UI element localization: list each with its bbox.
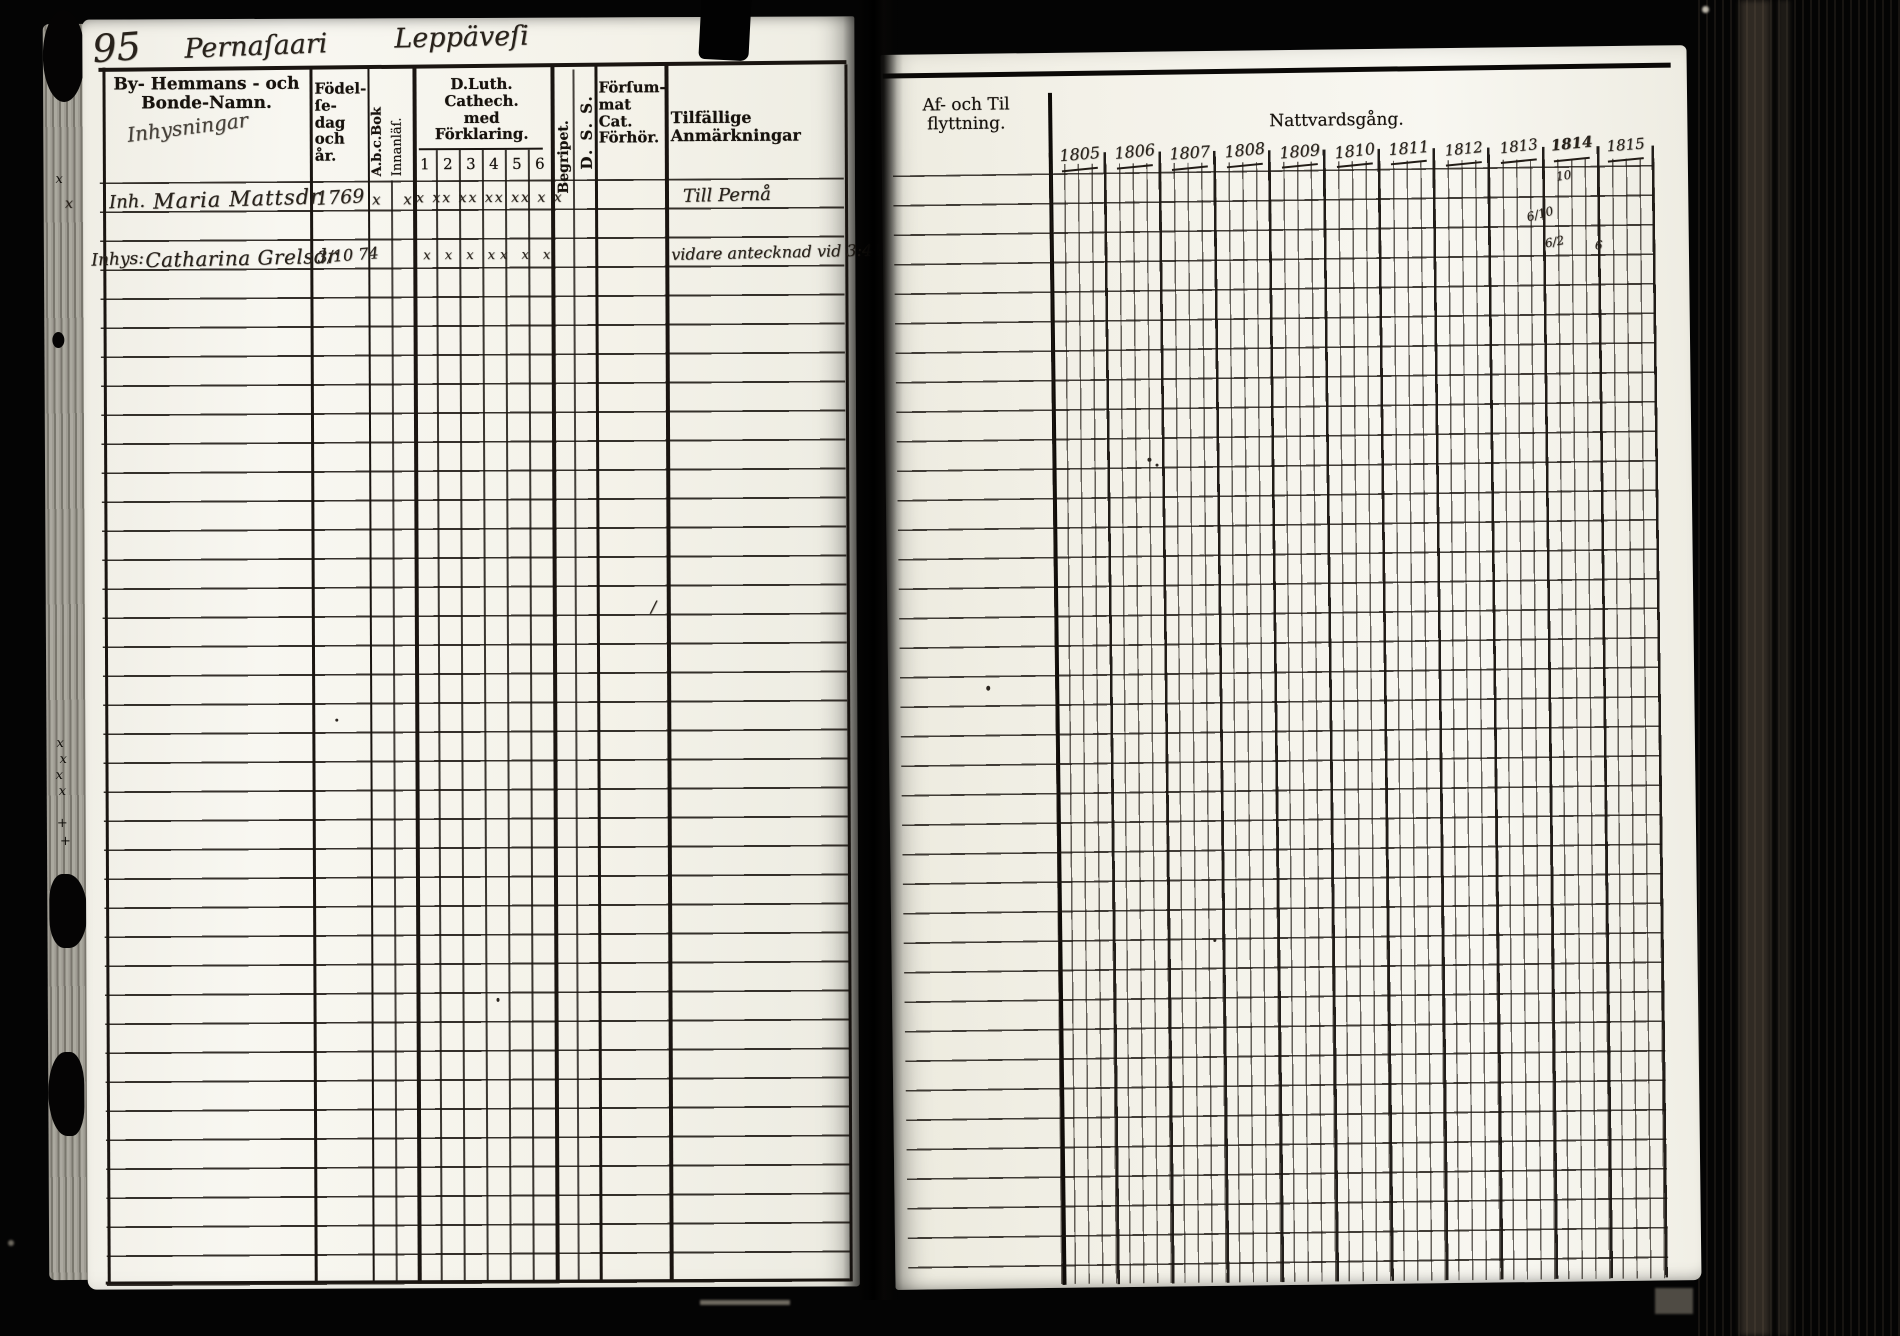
margin-mark: x [56, 736, 64, 752]
col-header-birth: Födel- ſe-dag och år. [314, 79, 367, 165]
names-header-scribble: Inhysningar [125, 107, 250, 147]
col-header-names-line1: By- Hemmans - och [113, 73, 300, 95]
margin-mark: x [59, 751, 67, 768]
col-header-flyttning-line2: flyttning. [927, 113, 1006, 135]
ink-speck [335, 718, 339, 722]
communion-mark: 10 [1555, 167, 1573, 184]
row-name: Catharina Grelsdr [145, 243, 338, 273]
margin-mark: x [58, 784, 67, 800]
margin-mark: + [59, 833, 71, 850]
col-header-abc-reading: Innanläſ. [389, 117, 405, 177]
col-header-catechism-line1: D.Luth. Cathech. [444, 74, 519, 110]
col-header-flyttning: Af- och Til flyttning. [907, 94, 1025, 135]
ink-speck [1213, 938, 1217, 942]
catechism-col-6: 6 [535, 154, 545, 173]
ink-speck [1147, 457, 1152, 462]
page-number: 95 [90, 23, 143, 72]
ink-blob [48, 1051, 85, 1137]
catechism-col-4: 4 [489, 154, 499, 173]
col-header-names-line2: Bonde-Namn. [141, 92, 272, 114]
village-heading-left: Pernaſaari [183, 28, 328, 65]
margin-mark: + [56, 815, 68, 832]
book-gutter-shadow [843, 0, 903, 1300]
book-edge-texture [1698, 0, 1900, 1336]
ink-stroke: / [650, 597, 657, 617]
col-header-birth-line1: Födel- [314, 79, 367, 98]
catechism-header-underline [418, 147, 543, 151]
nattvardsgang-title: Nattvardsgång. [1269, 109, 1404, 132]
scan-noise [700, 1300, 790, 1305]
scan-noise [1702, 6, 1709, 13]
scan-noise [8, 1240, 14, 1246]
col-header-forsummat-line3: Förhör. [598, 128, 660, 147]
col-header-flyttning-line1: Af- och Til [922, 94, 1010, 116]
col-header-forsummat: Förſum- mat Cat. Förhör. [598, 78, 666, 147]
col-header-catechism: D.Luth. Cathech. med Förklaring. [414, 74, 548, 144]
col-header-remarks: Tilfällige Anmärkningar [670, 107, 801, 146]
ink-speck [496, 997, 500, 1002]
row-abc-marks: x x [371, 190, 421, 209]
col-header-forsummat-line2: mat Cat. [598, 95, 633, 131]
book-gutter-top [698, 0, 752, 62]
row-remark: Till Pernå [682, 183, 772, 207]
col-header-birth-line3: och år. [314, 129, 345, 165]
village-heading-right: Leppäveſi [393, 20, 530, 55]
right-page: Af- och Til flyttning. Nattvardsgång. 18… [880, 45, 1702, 1290]
col-header-catechism-line2: med Förklaring. [434, 108, 529, 144]
left-page: 95 Pernaſaari Leppäveſi By- Hemmans - oc… [65, 16, 883, 1290]
catechism-col-1: 1 [420, 155, 430, 174]
catechism-col-5: 5 [512, 154, 522, 173]
page-top-rule [882, 62, 1671, 79]
row-name: Maria Mattsdr [152, 184, 322, 214]
thumb-shadow-blob [49, 873, 88, 949]
col-header-names: By- Hemmans - och Bonde-Namn. [110, 73, 302, 114]
catechism-col-2: 2 [443, 155, 453, 174]
scan-noise [1655, 1288, 1693, 1314]
margin-mark: x [55, 768, 64, 784]
ink-speck [986, 685, 991, 691]
margin-mark: x [55, 172, 63, 188]
col-header-birth-line2: ſe-dag [314, 96, 346, 132]
col-header-forsummat-line1: Förſum- [598, 78, 666, 97]
ruled-lines-horizontal [892, 164, 1669, 1288]
row-margin-mark: x [65, 195, 73, 212]
ink-speck [1155, 463, 1159, 467]
row-catechism-marks: x xx xx xx xx x x [415, 189, 564, 207]
catechism-col-3: 3 [466, 154, 476, 174]
book-edge-shadow-band [1778, 0, 1790, 1336]
ruled-lines-horizontal [99, 177, 851, 1287]
communion-mark: 6 [1594, 238, 1603, 253]
ink-blob [42, 9, 86, 103]
ink-speck [52, 332, 65, 349]
row-birth-year: 1769 [315, 185, 365, 210]
col-header-dss: D. S. S. [577, 94, 596, 170]
book-edge-highlight [1740, 0, 1770, 1336]
row-prefix: Inh. [108, 190, 146, 214]
col-header-abc-book: A.b.c.Bok [369, 107, 385, 177]
row-prefix: Inhys: [90, 248, 145, 271]
row-catechism-marks: x x x xx x x [423, 247, 556, 264]
